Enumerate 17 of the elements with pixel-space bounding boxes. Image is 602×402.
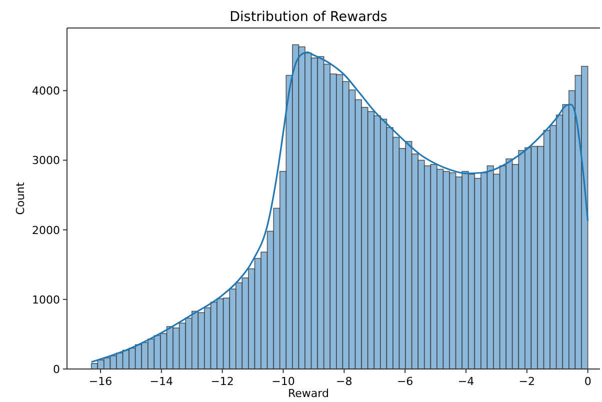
x-tick-label: −8 <box>336 375 352 388</box>
y-tick-label: 0 <box>53 363 60 376</box>
x-tick-label: 0 <box>584 375 592 388</box>
x-axis-title: Reward <box>288 387 329 400</box>
x-tick-label: −12 <box>210 375 234 388</box>
y-axis-title: Count <box>14 181 27 215</box>
x-tick-label: −2 <box>518 375 536 388</box>
x-tick-label: −6 <box>396 375 414 388</box>
x-tick-label: −4 <box>458 375 474 388</box>
x-tick-label: −16 <box>88 375 112 388</box>
x-tick-label: −14 <box>150 375 174 388</box>
y-tick-label: 2000 <box>32 224 60 237</box>
y-tick-label: 4000 <box>32 84 60 98</box>
chart-title: Distribution of Rewards <box>230 9 388 25</box>
x-tick-label: −10 <box>272 375 295 388</box>
y-tick-label: 3000 <box>32 154 60 168</box>
y-tick-label: 1000 <box>32 293 60 306</box>
